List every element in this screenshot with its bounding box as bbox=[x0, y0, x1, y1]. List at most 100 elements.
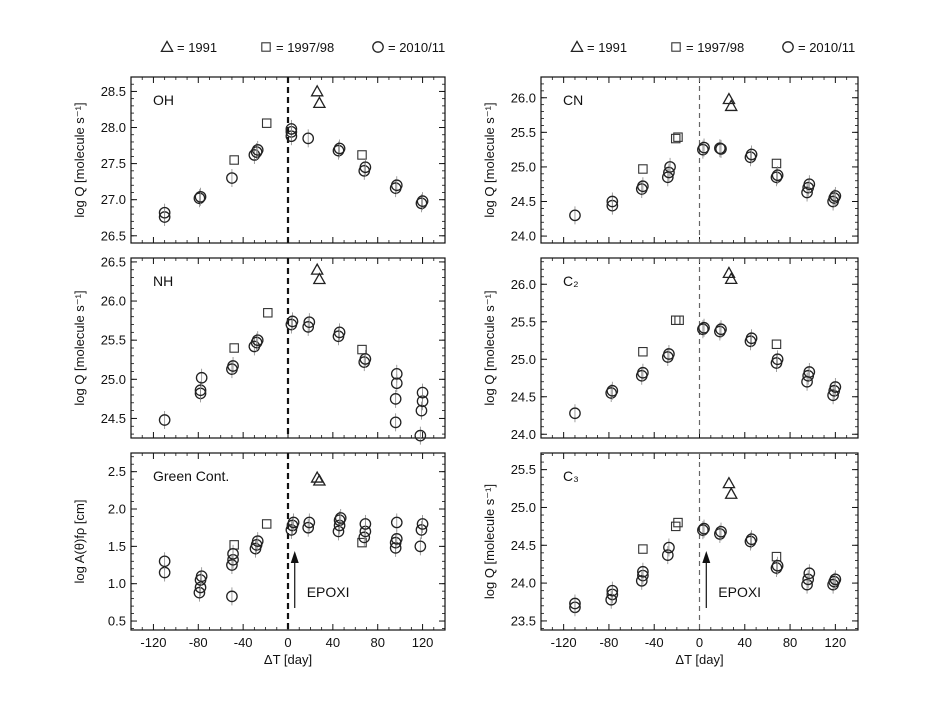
data-point-square bbox=[670, 133, 681, 144]
data-point-circle bbox=[359, 161, 372, 174]
data-point-circle bbox=[661, 549, 674, 561]
data-point-circle bbox=[801, 186, 813, 199]
x-tick-label: 80 bbox=[370, 635, 384, 650]
data-point-square bbox=[674, 315, 684, 325]
data-point-circle bbox=[698, 522, 710, 535]
series-triangle bbox=[722, 476, 738, 499]
data-point-circle bbox=[359, 518, 372, 530]
x-tick-label: 120 bbox=[412, 635, 434, 650]
x-tick-label: -40 bbox=[234, 635, 253, 650]
data-point-triangle bbox=[724, 272, 738, 285]
series-triangle bbox=[310, 262, 327, 285]
data-point-circle bbox=[390, 516, 403, 529]
legend-item-circle: = 2010/11 bbox=[372, 40, 445, 55]
legend-square-marker bbox=[671, 42, 681, 52]
data-point-circle bbox=[698, 321, 710, 334]
data-point-square bbox=[638, 346, 648, 357]
data-point-square bbox=[261, 519, 272, 529]
data-point-circle bbox=[569, 597, 581, 610]
epoxi-arrow-icon bbox=[702, 551, 711, 563]
x-tick-label: 40 bbox=[326, 635, 340, 650]
y-tick-label: 26.0 bbox=[511, 90, 536, 105]
legend-item-square: = 1997/98 bbox=[261, 40, 334, 55]
legend-label: = 1997/98 bbox=[276, 40, 334, 55]
panel-label: NH bbox=[153, 273, 173, 289]
y-tick-label: 24.0 bbox=[511, 229, 536, 244]
data-point-circle bbox=[416, 386, 429, 399]
x-tick-label: 0 bbox=[696, 635, 703, 650]
data-point-circle bbox=[303, 516, 316, 529]
y-tick-label: 26.0 bbox=[511, 277, 536, 292]
series-triangle bbox=[310, 470, 327, 486]
data-point-circle bbox=[803, 366, 816, 378]
data-point-square bbox=[357, 150, 367, 160]
x-tick-label: 120 bbox=[825, 635, 847, 650]
data-point-circle bbox=[745, 332, 758, 345]
panels: 26.5 27.0 27.5 28.0 28.5 log Q [molecule s⁻¹]… bbox=[72, 76, 859, 667]
series-triangle bbox=[722, 266, 738, 285]
series-triangle bbox=[310, 84, 327, 109]
data-point-circle bbox=[286, 315, 299, 328]
y-tick-label: 1.0 bbox=[108, 576, 126, 591]
data-point-circle bbox=[569, 209, 581, 222]
series-triangle bbox=[722, 92, 738, 112]
y-axis-label: log Q [molecule s⁻¹] bbox=[482, 290, 497, 405]
data-point-circle bbox=[285, 123, 298, 135]
series-circle bbox=[158, 119, 429, 227]
data-point-circle bbox=[332, 525, 345, 538]
data-point-circle bbox=[358, 531, 371, 544]
data-point-circle bbox=[389, 393, 402, 405]
data-point-square bbox=[357, 344, 367, 355]
y-tick-label: 25.5 bbox=[511, 125, 536, 140]
x-axis-label: ΔT [day] bbox=[264, 652, 312, 667]
x-axis-label: ΔT [day] bbox=[675, 652, 723, 667]
y-tick-label: 28.0 bbox=[101, 120, 126, 135]
data-point-circle bbox=[771, 353, 784, 366]
data-point-circle bbox=[663, 541, 675, 554]
data-point-circle bbox=[637, 180, 649, 193]
data-point-circle bbox=[303, 316, 316, 329]
data-point-circle bbox=[606, 384, 619, 397]
data-point-circle bbox=[637, 565, 649, 578]
y-tick-label: 25.0 bbox=[101, 372, 126, 387]
series-circle bbox=[158, 508, 429, 606]
data-point-circle bbox=[635, 574, 648, 587]
data-point-circle bbox=[829, 381, 842, 393]
legend-triangle-marker bbox=[160, 40, 174, 53]
data-point-circle bbox=[193, 586, 206, 599]
data-point-square bbox=[638, 164, 648, 174]
data-point-circle bbox=[194, 384, 207, 397]
x-tick-label: -80 bbox=[600, 635, 619, 650]
legend-label: = 1997/98 bbox=[686, 40, 744, 55]
data-point-circle bbox=[715, 525, 727, 538]
data-point-circle bbox=[158, 206, 171, 219]
data-point-circle bbox=[698, 141, 710, 154]
data-point-circle bbox=[829, 573, 842, 586]
y-tick-label: 25.5 bbox=[511, 462, 536, 477]
legend-triangle-marker bbox=[570, 40, 584, 53]
data-point-circle bbox=[158, 555, 171, 568]
data-point-triangle bbox=[722, 476, 736, 489]
data-point-circle bbox=[415, 524, 428, 536]
legend-circle-marker bbox=[372, 41, 384, 53]
legend-circle-marker bbox=[782, 41, 794, 53]
y-axis-label: log A(θ)fρ [cm] bbox=[72, 500, 87, 584]
data-point-circle bbox=[251, 144, 264, 156]
data-point-circle bbox=[697, 323, 709, 336]
data-point-square bbox=[670, 315, 681, 325]
series-square bbox=[638, 132, 782, 174]
legend-item-square: = 1997/98 bbox=[671, 40, 744, 55]
panel-4: 0.5 1.0 1.5 2.0 2.5 -120 -80 -40 0 40 80 120 ΔT [day… bbox=[72, 452, 446, 667]
data-point-square bbox=[263, 308, 273, 318]
y-axis-label: log Q [molecule s⁻¹] bbox=[72, 290, 87, 405]
data-point-triangle bbox=[312, 96, 327, 109]
data-point-circle bbox=[285, 524, 298, 536]
y-tick-label: 27.0 bbox=[101, 192, 126, 207]
data-point-circle bbox=[803, 178, 816, 191]
data-point-circle bbox=[390, 367, 403, 380]
epoxi-label: EPOXI bbox=[307, 584, 350, 600]
legend-square-marker bbox=[261, 42, 271, 52]
panel-1: 24.0 24.5 25.0 25.5 26.0 log Q [molecule s⁻¹]… bbox=[482, 76, 859, 244]
data-point-circle bbox=[697, 524, 709, 537]
